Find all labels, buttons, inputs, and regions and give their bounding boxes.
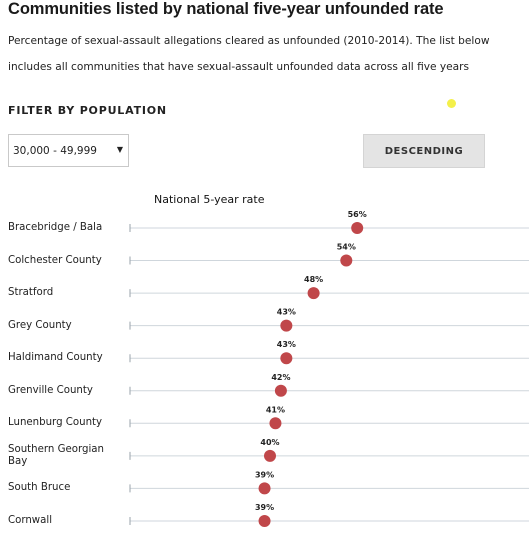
data-label: 54% [337, 243, 356, 252]
chart-title: National 5-year rate [154, 193, 265, 206]
data-point[interactable] [351, 222, 364, 234]
data-point[interactable] [269, 417, 282, 430]
data-label: 43% [277, 308, 296, 317]
population-filter-value: 30,000 - 49,999 [13, 144, 97, 157]
data-label: 42% [271, 373, 290, 382]
data-label: 56% [348, 210, 367, 219]
category-label: Cornwall [8, 514, 53, 526]
category-label: Lunenburg County [8, 417, 103, 429]
data-point[interactable] [258, 482, 271, 495]
data-point[interactable] [340, 254, 353, 267]
data-label: 43% [277, 340, 296, 349]
filter-label: FILTER BY POPULATION [8, 104, 167, 117]
data-point[interactable] [307, 287, 320, 300]
data-label: 39% [255, 470, 274, 479]
category-label: Grey County [8, 319, 72, 331]
category-label: Stratford [8, 287, 54, 299]
page-subtitle: Percentage of sexual-assault allegations… [8, 35, 490, 73]
page-title: Communities listed by national five-year… [8, 0, 444, 18]
data-point[interactable] [280, 352, 293, 365]
data-point[interactable] [264, 449, 276, 462]
data-label: 39% [255, 503, 274, 512]
data-label: 48% [304, 275, 323, 284]
category-label: South Bruce [8, 482, 71, 494]
category-label: Haldimand County [8, 352, 103, 364]
data-label: 40% [260, 438, 279, 447]
category-label: Southern Georgian Bay [8, 443, 104, 467]
category-label: Colchester County [8, 254, 102, 266]
category-label: Grenville County [8, 384, 93, 396]
population-filter-select[interactable]: 30,000 - 49,999 ▼ [8, 134, 129, 167]
data-point[interactable] [280, 319, 293, 332]
cursor-highlight [447, 99, 456, 108]
chevron-down-icon: ▼ [116, 145, 123, 154]
data-point[interactable] [274, 384, 287, 397]
category-label: Bracebridge / Bala [8, 222, 103, 233]
sort-order-button[interactable]: DESCENDING [363, 134, 485, 168]
data-label: 41% [266, 405, 285, 414]
data-point[interactable] [258, 514, 271, 527]
